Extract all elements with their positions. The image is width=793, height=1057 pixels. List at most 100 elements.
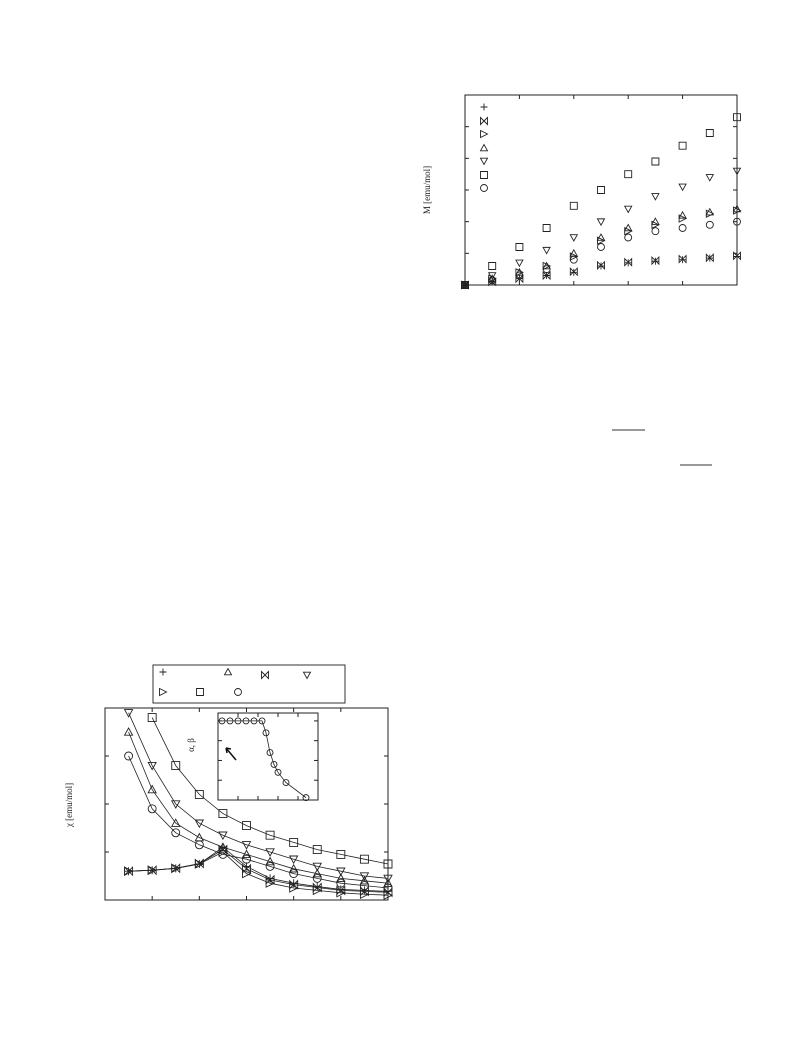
marker (270, 760, 278, 768)
marker (266, 749, 274, 756)
marker (218, 831, 228, 841)
fit-line (128, 712, 389, 879)
marker (241, 849, 252, 859)
marker (170, 818, 181, 827)
marker (242, 868, 252, 879)
marker (336, 873, 346, 883)
marker (124, 866, 134, 876)
marker (262, 729, 270, 737)
marker (624, 170, 633, 179)
marker (597, 186, 605, 194)
marker (487, 274, 497, 282)
marker (597, 260, 605, 270)
legend-marker (479, 157, 489, 166)
marker (289, 869, 299, 879)
marker (147, 713, 157, 723)
marker (732, 167, 742, 176)
marker (705, 209, 715, 218)
marker (515, 271, 524, 280)
marker (226, 717, 234, 725)
marker (242, 854, 251, 864)
legend-marker (480, 184, 488, 192)
marker (733, 251, 741, 261)
marker (732, 204, 742, 213)
marker (124, 751, 134, 761)
marker (218, 809, 228, 819)
marker (651, 256, 660, 266)
marker (302, 794, 310, 802)
marker (312, 873, 322, 883)
marker (359, 889, 370, 899)
marker (705, 220, 714, 229)
marker (147, 784, 157, 794)
fit-line (128, 731, 389, 884)
marker (542, 246, 551, 255)
marker (515, 268, 524, 277)
marker (313, 882, 322, 891)
marker (312, 862, 323, 872)
marker (542, 224, 551, 232)
marker (678, 224, 687, 232)
marker (597, 243, 605, 251)
marker (336, 878, 346, 888)
marker (733, 217, 741, 226)
marker (359, 872, 370, 881)
marker (651, 227, 660, 236)
legend-marker (159, 668, 167, 676)
legend-marker (480, 129, 489, 139)
fit-line (151, 717, 389, 865)
marker (623, 205, 633, 214)
marker (194, 819, 205, 829)
plot-frame (217, 712, 319, 801)
marker (624, 233, 633, 242)
marker (123, 727, 134, 736)
axis-label: α, β (186, 738, 196, 752)
marker (596, 218, 606, 227)
marker (265, 830, 275, 840)
marker (234, 717, 242, 725)
marker (569, 267, 578, 277)
marker (569, 255, 578, 264)
marker (265, 848, 275, 857)
legend-marker (223, 667, 233, 676)
marker (359, 881, 369, 891)
legend-marker (261, 670, 269, 680)
arrow (225, 747, 237, 761)
marker (383, 859, 393, 869)
marker (569, 201, 578, 210)
marker (515, 243, 524, 251)
marker (542, 261, 552, 271)
marker (488, 262, 497, 270)
axis-label: M [emu/mol] (422, 166, 432, 214)
marker (383, 878, 393, 887)
marker (383, 874, 393, 884)
marker (194, 789, 204, 799)
marker (705, 207, 715, 216)
marker (289, 883, 299, 893)
axis-label: χ [emu/mol] (64, 783, 74, 828)
marker (171, 828, 181, 838)
fit-line (128, 755, 389, 889)
marker (336, 888, 346, 898)
marker (312, 868, 323, 878)
marker (218, 849, 228, 859)
marker (258, 717, 266, 725)
marker (623, 223, 633, 232)
marker (461, 281, 469, 289)
marker (624, 257, 633, 267)
marker (288, 855, 299, 865)
marker (678, 210, 687, 219)
marker (705, 174, 715, 182)
fit-line (222, 720, 307, 798)
marker (705, 253, 714, 263)
marker (360, 886, 369, 895)
marker (651, 157, 660, 166)
marker (265, 856, 275, 866)
marker (312, 885, 323, 896)
marker (147, 865, 158, 875)
marker (678, 141, 687, 150)
marker (171, 761, 181, 771)
marker (359, 854, 369, 864)
plot-frame (464, 94, 738, 286)
